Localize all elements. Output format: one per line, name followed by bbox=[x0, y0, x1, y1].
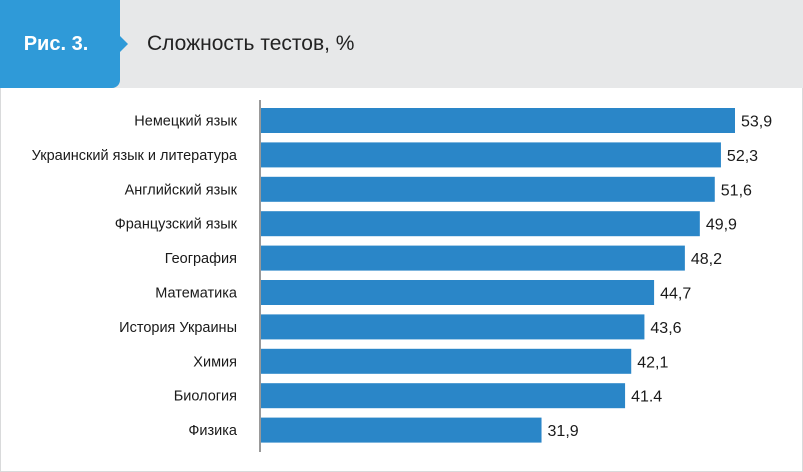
category-label: Биология bbox=[174, 389, 237, 405]
category-label: История Украины bbox=[119, 320, 237, 336]
bar bbox=[261, 417, 542, 443]
bar bbox=[261, 245, 685, 271]
bar bbox=[261, 314, 645, 340]
bar bbox=[261, 211, 700, 237]
figure-label-arrow-icon bbox=[120, 36, 128, 52]
chart-title: Сложность тестов, % bbox=[147, 32, 355, 55]
bar-chart: Немецкий язык 53,9 Украинский язык и литер… bbox=[32, 100, 772, 452]
category-label: Английский язык bbox=[125, 182, 238, 198]
category-label: География bbox=[165, 251, 237, 267]
bar bbox=[261, 108, 735, 133]
bar bbox=[261, 348, 632, 374]
figure-header: Рис. 3. Сложность тестов, % bbox=[0, 0, 803, 88]
data-label: 44,7 bbox=[660, 286, 691, 303]
figure-label: Рис. 3. bbox=[0, 0, 120, 88]
bar bbox=[261, 142, 721, 168]
data-label: 49,9 bbox=[706, 217, 737, 234]
category-label: Украинский язык и литература bbox=[32, 148, 238, 164]
data-label: 48,2 bbox=[691, 251, 722, 268]
data-label: 42,1 bbox=[637, 354, 668, 371]
bar bbox=[261, 383, 626, 409]
data-label: 53,9 bbox=[741, 114, 772, 131]
data-label: 43,6 bbox=[650, 320, 681, 337]
data-label: 41.4 bbox=[631, 389, 662, 406]
category-label: Химия bbox=[193, 354, 237, 370]
category-label: Французский язык bbox=[115, 217, 238, 233]
data-label: 31,9 bbox=[548, 423, 579, 440]
category-label: Физика bbox=[188, 423, 238, 439]
data-label: 52,3 bbox=[727, 148, 758, 165]
category-label: Немецкий язык bbox=[134, 114, 237, 130]
bar bbox=[261, 176, 715, 202]
bar bbox=[261, 280, 655, 305]
data-label: 51,6 bbox=[721, 182, 752, 199]
category-label: Математика bbox=[155, 286, 238, 302]
